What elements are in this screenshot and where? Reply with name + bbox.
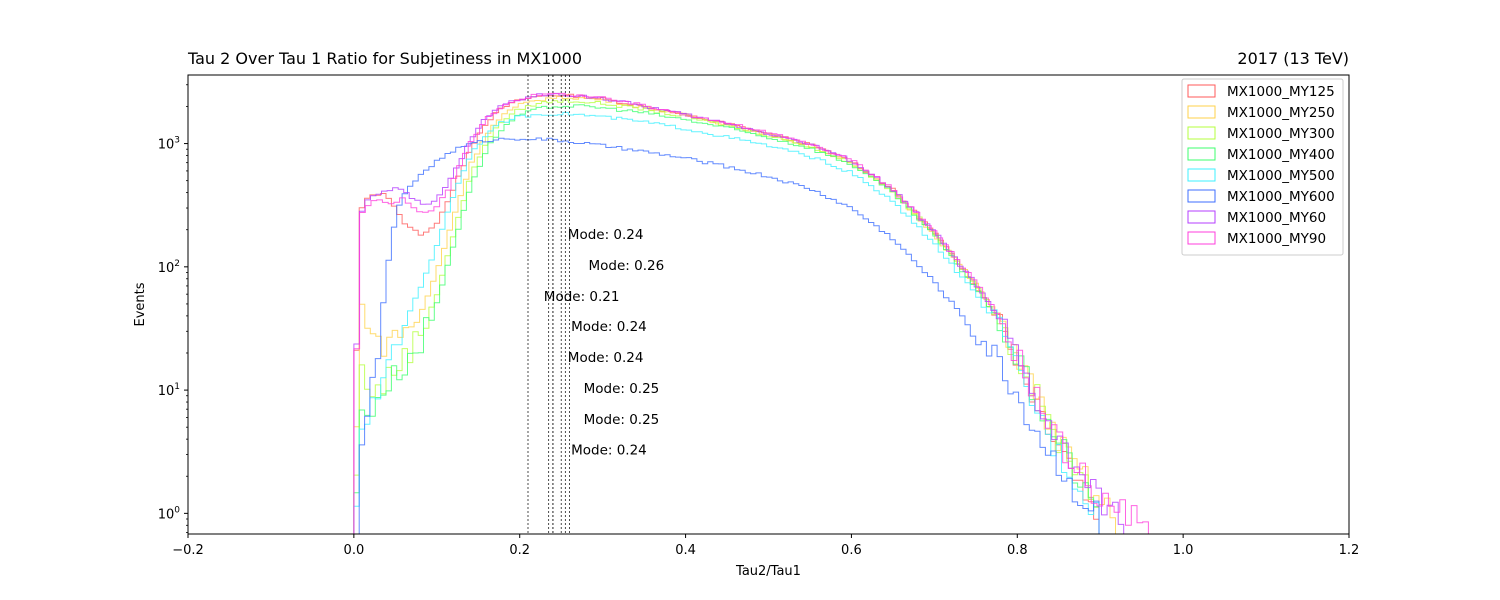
plot-area: Mode: 0.24 Mode: 0.26 Mode: 0.21 Mode: 0.24…: [158, 74, 1360, 558]
legend-label: MX1000_MY500: [1227, 168, 1335, 184]
mode-annotation: Mode: 0.21: [544, 289, 620, 305]
mode-annotation: Mode: 0.24: [571, 319, 647, 335]
legend-swatch: [1187, 231, 1216, 245]
mode-annotation: Mode: 0.24: [568, 227, 644, 243]
mode-annotation: Mode: 0.24: [571, 442, 647, 458]
mode-annotation: Mode: 0.25: [584, 381, 660, 397]
legend-swatch: [1187, 105, 1216, 119]
y-tick-label: 101: [158, 382, 180, 399]
legend-swatch: [1187, 210, 1216, 224]
x-tick-label: 0.8: [1007, 543, 1028, 558]
chart-title: Tau 2 Over Tau 1 Ratio for Subjetiness i…: [187, 49, 582, 68]
x-tick-label: 0.4: [675, 543, 696, 558]
y-axis-label: Events: [133, 282, 148, 326]
legend-label: MX1000_MY250: [1227, 105, 1335, 121]
x-tick-label: −0.2: [172, 543, 204, 558]
legend-swatch: [1187, 84, 1216, 98]
x-tick-label: 0.2: [509, 543, 530, 558]
legend-swatch: [1187, 168, 1216, 182]
legend-label: MX1000_MY90: [1227, 231, 1326, 247]
series-MX1000_MY90: [353, 92, 1155, 535]
series-MX1000_MY250: [353, 95, 1121, 535]
x-axis-label: Tau2/Tau1: [735, 564, 801, 579]
x-tick-label: 1.2: [1339, 543, 1360, 558]
legend-label: MX1000_MY600: [1227, 189, 1335, 205]
mode-annotation: Mode: 0.24: [568, 350, 644, 366]
x-tick-label: 1.0: [1173, 543, 1194, 558]
mode-annotation: Mode: 0.26: [589, 258, 665, 274]
legend-label: MX1000_MY300: [1227, 126, 1335, 142]
y-tick-label: 103: [158, 136, 180, 153]
legend-label: MX1000_MY125: [1227, 84, 1335, 100]
y-tick-label: 102: [158, 259, 180, 276]
legend-swatch: [1187, 126, 1216, 140]
y-tick-label: 100: [158, 505, 181, 522]
series-MX1000_MY60: [353, 92, 1130, 535]
x-tick-label: 0.6: [841, 543, 862, 558]
axes-frame: [187, 74, 1350, 535]
legend-swatch: [1187, 147, 1216, 161]
legend-label: MX1000_MY60: [1227, 210, 1326, 226]
legend-swatch: [1187, 189, 1216, 203]
series-MX1000_MY500: [353, 111, 1105, 535]
chart-energy-label: 2017 (13 TeV): [1237, 49, 1349, 68]
legend-label: MX1000_MY400: [1227, 147, 1335, 163]
x-tick-label: 0.0: [344, 543, 365, 558]
mode-annotation: Mode: 0.25: [584, 412, 660, 428]
legend-box: [1181, 78, 1344, 256]
series-MX1000_MY600: [353, 137, 1105, 535]
